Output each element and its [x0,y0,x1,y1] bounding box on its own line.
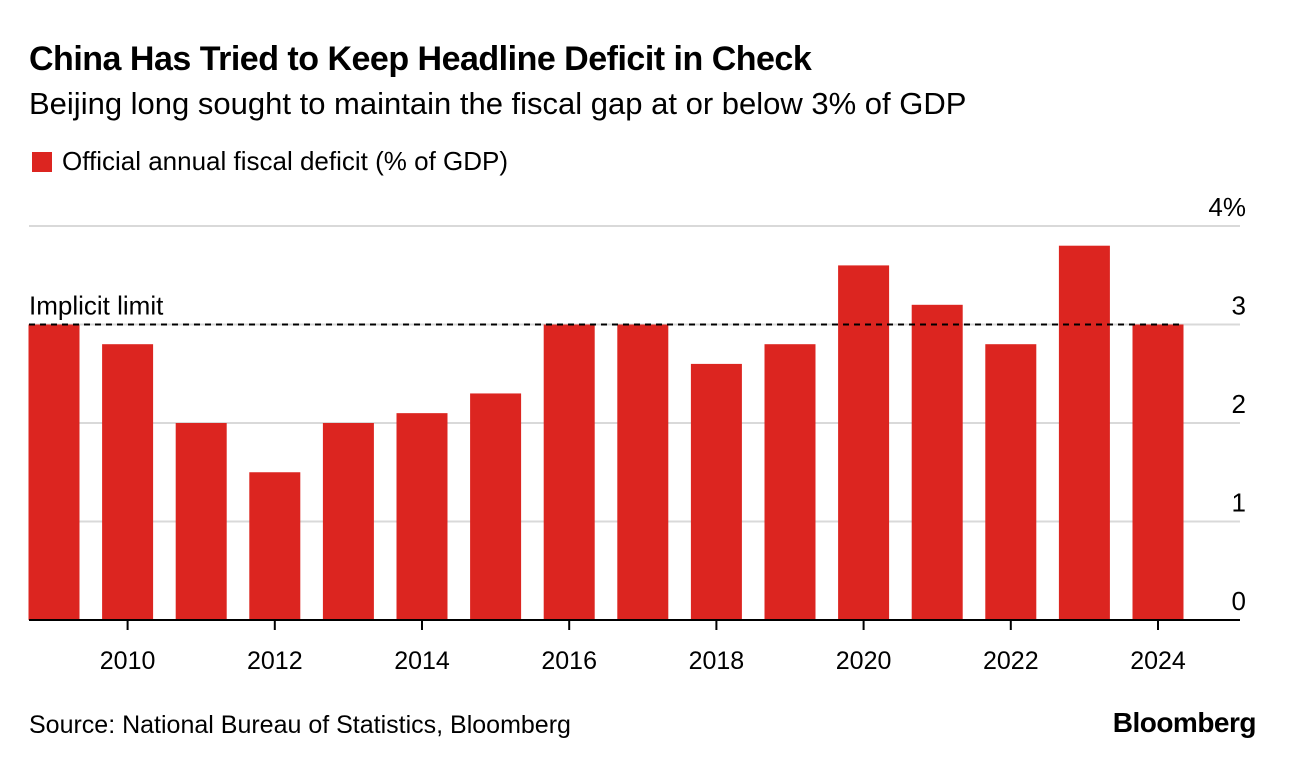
bar-2014 [396,413,448,620]
x-tick-label: 2014 [394,647,450,675]
x-tick-label: 2022 [983,647,1039,675]
y-tick-label: 2 [1232,389,1246,419]
x-tick-label: 2024 [1130,647,1186,675]
source-note: Source: National Bureau of Statistics, B… [29,711,571,739]
x-axis [29,619,1240,630]
x-tick-label: 2020 [836,647,892,675]
bar-2023 [1058,245,1110,620]
bar-2010 [102,344,154,620]
chart-subtitle: Beijing long sought to maintain the fisc… [29,86,967,121]
bar-2022 [985,344,1037,620]
reference-line-label: Implicit limit [29,291,164,321]
bars [28,245,1184,620]
bar-2019 [764,344,816,620]
bar-2021 [911,304,963,620]
y-tick-label: 1 [1232,488,1246,518]
bar-2009 [28,324,80,620]
legend: Official annual fiscal deficit (% of GDP… [32,146,508,177]
bar-2012 [249,472,301,620]
bar-2016 [543,324,595,620]
y-tick-label: 3 [1232,291,1246,321]
x-axis-labels: 2010 2012 2014 2016 2018 2020 2022 2024 [100,647,1186,675]
y-axis-labels: 0 1 2 3 4% [1208,192,1246,616]
bar-2024 [1132,324,1184,620]
y-tick-label: 4% [1208,192,1246,222]
bar-2017 [617,324,669,620]
legend-swatch [32,151,52,172]
chart-title: China Has Tried to Keep Headline Deficit… [29,40,812,78]
x-tick-label: 2010 [100,647,156,675]
x-tick-label: 2012 [247,647,303,675]
bar-2015 [470,393,522,620]
x-tick-label: 2016 [541,647,597,675]
y-tick-label: 0 [1232,586,1246,616]
bloomberg-logo: Bloomberg [1112,707,1257,738]
legend-label: Official annual fiscal deficit (% of GDP… [62,146,509,176]
bar-2011 [175,423,227,620]
reference-line-group: Implicit limit [29,291,1183,326]
x-tick-label: 2018 [689,647,745,675]
bar-2013 [322,423,374,620]
bar-2018 [690,363,742,620]
bar-2020 [838,265,890,620]
